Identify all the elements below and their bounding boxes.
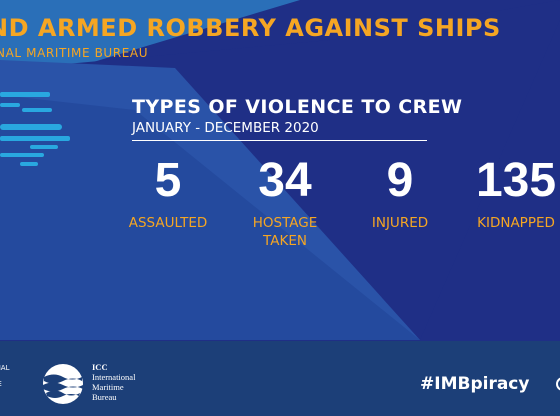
wave-lines-graphic	[0, 92, 70, 166]
stat-hostage-taken: 34 HOSTAGE TAKEN	[240, 152, 330, 250]
footer-left-text: IONAL RCE	[0, 364, 10, 388]
stat-value: 34	[258, 154, 312, 207]
stat-assaulted: 5 ASSAULTED	[120, 152, 216, 232]
footer-bar	[0, 341, 560, 416]
stat-value: 9	[386, 154, 414, 207]
panel-divider	[132, 140, 427, 141]
icc-logo-text: ICC International Maritime Bureau	[92, 362, 136, 402]
stat-label: HOSTAGE TAKEN	[252, 215, 318, 249]
panel-title: TYPES OF VIOLENCE TO CREW	[132, 96, 463, 118]
stat-injured: 9 INJURED	[360, 152, 440, 232]
imb-wave-logo-icon	[43, 364, 83, 404]
panel-period: JANUARY - DECEMBER 2020	[132, 120, 319, 136]
hashtag-label: #IMBpiracy	[420, 374, 530, 394]
page-title: ND ARMED ROBBERY AGAINST SHIPS	[0, 14, 501, 42]
stat-kidnapped: 135 KIDNAPPED	[466, 152, 560, 232]
stat-value: 135	[475, 154, 557, 207]
stat-label: ASSAULTED	[128, 215, 208, 231]
stat-value: 5	[154, 154, 182, 207]
stat-label: KIDNAPPED	[477, 215, 555, 231]
page-subtitle: ONAL MARITIME BUREAU	[0, 46, 149, 60]
stat-label: INJURED	[371, 215, 429, 231]
